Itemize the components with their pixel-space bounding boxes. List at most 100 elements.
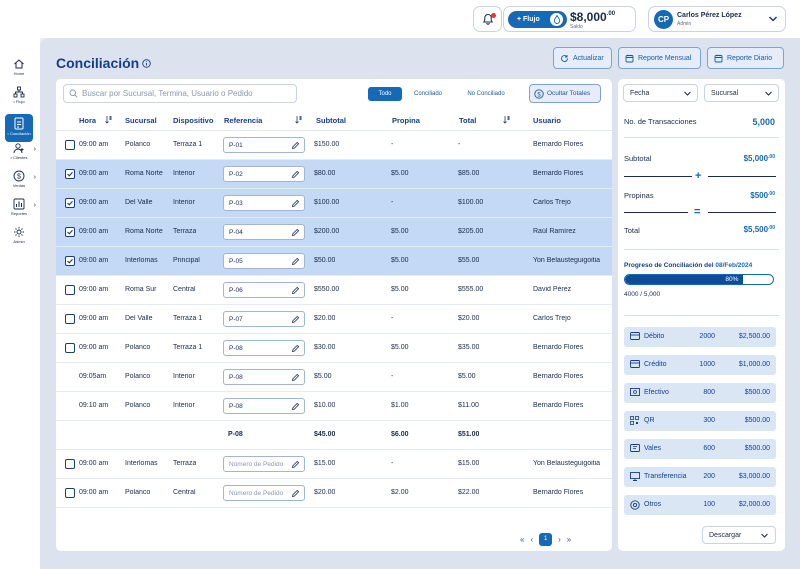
cell-usuario: Raúl Ramírez <box>533 228 576 235</box>
row-checkbox[interactable] <box>65 314 75 324</box>
sidebar-item-home[interactable]: Home <box>5 58 33 86</box>
sidebar-item-reportes[interactable]: Reportes › <box>5 198 36 226</box>
row-checkbox[interactable] <box>65 285 75 295</box>
edit-icon[interactable] <box>291 170 300 179</box>
page-prev-button[interactable]: ‹ <box>530 534 534 544</box>
filter-no-conciliado[interactable]: No Conciliado <box>467 91 505 97</box>
page-next-button[interactable]: › <box>558 534 561 544</box>
payment-row-otros[interactable]: Otros 100 $2,000.00 <box>624 495 776 515</box>
user-menu[interactable]: CP Carlos Pérez López Admin <box>648 6 786 32</box>
progress-bar: 80% <box>624 274 774 285</box>
col-total[interactable]: Total <box>459 116 477 125</box>
edit-icon[interactable] <box>291 402 300 411</box>
row-checkbox[interactable] <box>65 169 75 179</box>
page-last-button[interactable]: » <box>566 534 572 544</box>
col-subtotal[interactable]: Subtotal <box>316 116 346 125</box>
row-checkbox[interactable] <box>65 140 75 150</box>
actualizar-button[interactable]: Actualizar <box>553 47 612 69</box>
col-hora[interactable]: Hora <box>79 116 97 125</box>
reference-input[interactable]: Número de Pedido <box>223 456 305 472</box>
row-checkbox[interactable] <box>65 459 75 469</box>
cell-total: $205.00 <box>458 228 484 235</box>
table-row[interactable]: 09:10 am Polanco Interior P-08 $10.00 $1.00 $1… <box>56 392 612 421</box>
payment-row-débito[interactable]: Débito 2000 $2,500.00 <box>624 327 776 347</box>
reporte-diario-button[interactable]: Reporte Diario <box>707 47 784 69</box>
edit-icon[interactable] <box>291 199 300 208</box>
col-sucursal[interactable]: Sucursal <box>125 116 157 125</box>
edit-icon[interactable] <box>291 373 300 382</box>
fecha-select[interactable]: Fecha <box>623 84 698 102</box>
reference-input[interactable]: P-06 <box>223 282 305 298</box>
search-input[interactable] <box>82 89 292 98</box>
filter-todo[interactable]: Todo <box>368 87 402 101</box>
table-row[interactable]: 09:00 am Polanco Terraza 1 P-08 $30.00 $5.00 $… <box>56 334 612 363</box>
reference-input[interactable]: P-08 <box>223 398 305 414</box>
row-checkbox[interactable] <box>65 256 75 266</box>
edit-icon[interactable] <box>291 141 300 150</box>
edit-icon[interactable] <box>291 489 300 498</box>
edit-icon[interactable] <box>291 460 300 469</box>
sidebar-item-admin[interactable]: Admin <box>5 226 33 254</box>
payment-row-crédito[interactable]: Crédito 1000 $1,000.00 <box>624 355 776 375</box>
drop-icon <box>550 13 563 26</box>
col-dispositivo[interactable]: Dispositivo <box>173 116 214 125</box>
info-icon[interactable] <box>142 59 151 68</box>
table-row[interactable]: 09:00 am Del Valle Terraza 1 P-07 $20.00 - $20… <box>56 305 612 334</box>
page-first-button[interactable]: « <box>520 534 525 544</box>
sidebar-item-clientes[interactable]: • Clientes › <box>5 142 36 170</box>
reference-input[interactable]: P-03 <box>223 195 305 211</box>
payment-name: QR <box>644 417 655 424</box>
payment-row-vales[interactable]: Vales 600 $500.00 <box>624 439 776 459</box>
payment-row-efectivo[interactable]: Efectivo 800 $500.00 <box>624 383 776 403</box>
card-icon <box>630 360 640 370</box>
page-current-button[interactable]: 1 <box>539 532 553 546</box>
col-usuario[interactable]: Usuario <box>533 116 561 125</box>
row-checkbox[interactable] <box>65 227 75 237</box>
table-row[interactable]: 09:00 am Roma Sur Central P-06 $550.00 $5.00 $… <box>56 276 612 305</box>
edit-icon[interactable] <box>291 315 300 324</box>
table-row[interactable]: 09:00 am Polanco Terraza 1 P-01 $150.00 - - Ber… <box>56 131 612 160</box>
table-row[interactable]: 09:00 am Interlomas Terraza Número de Pedid… <box>56 450 612 479</box>
table-row[interactable]: 09:00 am Roma Norte Terraza P-04 $200.00 $5.0… <box>56 218 612 247</box>
reporte-mensual-button[interactable]: Reporte Mensual <box>618 47 701 69</box>
sidebar-item-ventas[interactable]: $ Ventas › <box>5 170 36 198</box>
group-total-row[interactable]: P-08 $45.00 $6.00 $51.00 <box>56 421 612 450</box>
row-checkbox[interactable] <box>65 488 75 498</box>
descargar-select[interactable]: Descargar <box>702 526 776 544</box>
reference-input[interactable]: P-07 <box>223 311 305 327</box>
reference-input[interactable]: P-08 <box>223 369 305 385</box>
edit-icon[interactable] <box>291 344 300 353</box>
reference-input[interactable]: P-04 <box>223 224 305 240</box>
reference-input[interactable]: P-02 <box>223 166 305 182</box>
reference-input[interactable]: P-01 <box>223 137 305 153</box>
sort-icon[interactable] <box>503 115 511 124</box>
col-referencia[interactable]: Referencia <box>224 116 263 125</box>
edit-icon[interactable] <box>291 257 300 266</box>
cell-sucursal: Polanco <box>125 489 151 496</box>
reference-input[interactable]: P-05 <box>223 253 305 269</box>
row-checkbox[interactable] <box>65 343 75 353</box>
reference-input[interactable]: P-08 <box>223 340 305 356</box>
table-row[interactable]: 09:00 am Polanco Central Número de Pedido $2… <box>56 479 612 508</box>
sidebar-item-flujo[interactable]: • Flujo <box>5 86 33 114</box>
reference-input[interactable]: Número de Pedido <box>223 485 305 501</box>
edit-icon[interactable] <box>291 228 300 237</box>
payment-amount: $500.00 <box>744 445 770 452</box>
filter-conciliado[interactable]: Conciliado <box>413 91 443 97</box>
table-row[interactable]: 09:00 am Roma Norte Interior P-02 $80.00 $5.0… <box>56 160 612 189</box>
table-row[interactable]: 09:00 am Del Valle Interior P-03 $100.00 - $10… <box>56 189 612 218</box>
flujo-button[interactable]: + Flujo <box>508 11 567 28</box>
payment-row-transferencia[interactable]: Transferencia 200 $3,000.00 <box>624 467 776 487</box>
row-checkbox[interactable] <box>65 198 75 208</box>
ocultar-totales-button[interactable]: $ Ocultar Totales <box>529 84 601 103</box>
sort-icon[interactable] <box>295 115 303 124</box>
payment-row-qr[interactable]: QR 300 $500.00 <box>624 411 776 431</box>
edit-icon[interactable] <box>291 286 300 295</box>
notifications-button[interactable] <box>473 6 502 32</box>
table-row[interactable]: 09:00 am Interlomas Principal P-05 $50.00 $5.… <box>56 247 612 276</box>
sucursal-select[interactable]: Sucursal <box>704 84 779 102</box>
sidebar-item-conciliacion[interactable]: • Concilación <box>5 114 33 142</box>
sort-icon[interactable] <box>105 115 113 124</box>
table-row[interactable]: 09:05am Polanco Interior P-08 $5.00 - $5.00 Ber… <box>56 363 612 392</box>
col-propina[interactable]: Propina <box>392 116 420 125</box>
